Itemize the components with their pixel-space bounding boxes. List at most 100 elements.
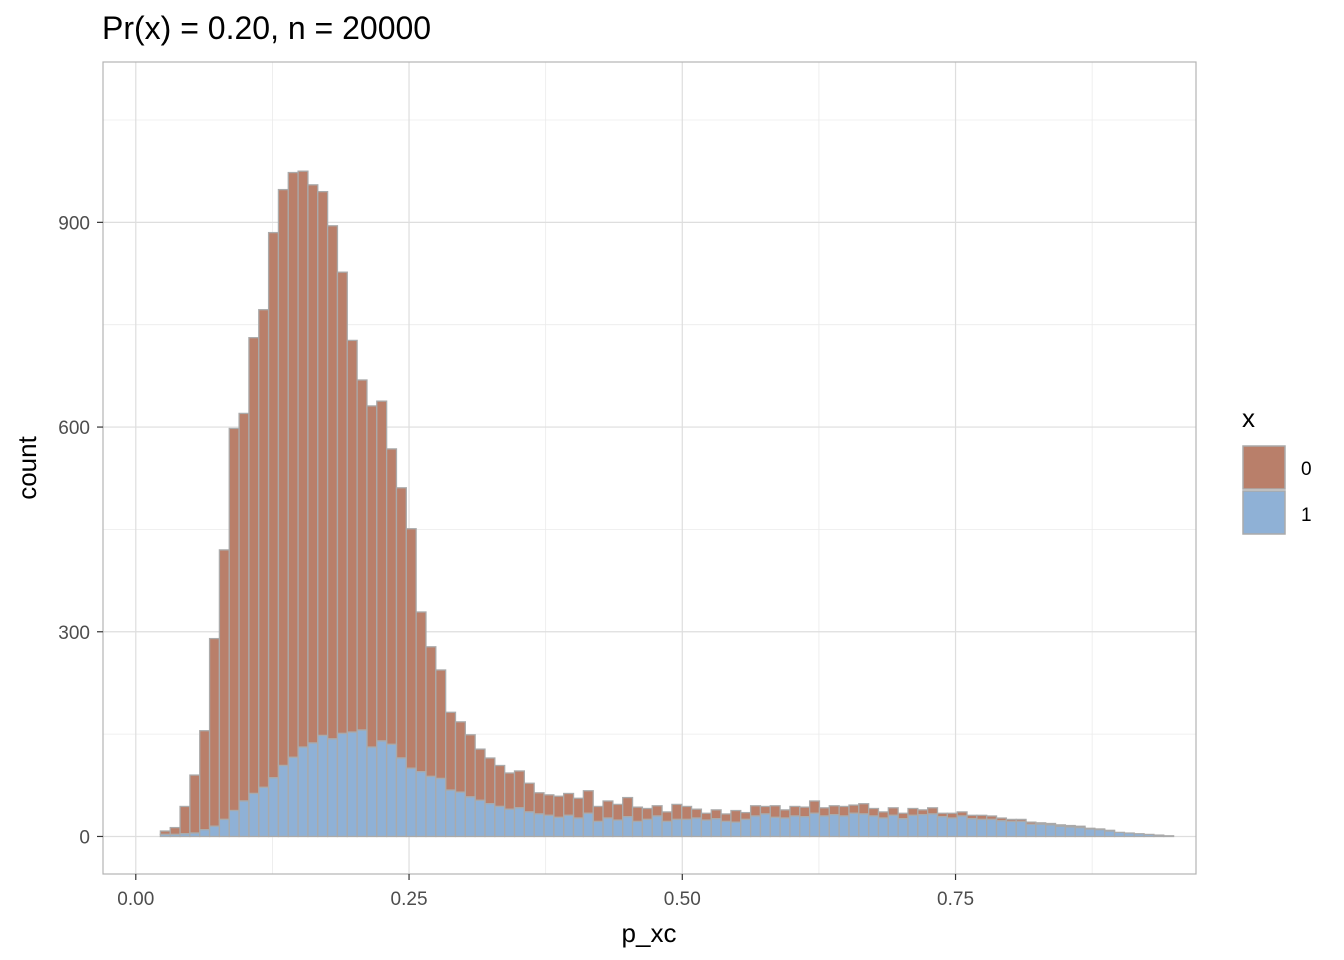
bar-series-1 xyxy=(258,786,270,838)
bar-series-1 xyxy=(730,821,742,838)
bar-series-0 xyxy=(445,711,457,791)
bar-series-0 xyxy=(828,805,840,816)
bar-series-1 xyxy=(494,805,506,838)
bar-series-1 xyxy=(1123,832,1135,838)
plot-border xyxy=(102,61,1197,875)
bar-series-0 xyxy=(464,734,476,798)
bar-series-1 xyxy=(936,816,948,838)
bar-series-0 xyxy=(238,412,250,802)
bar-series-0 xyxy=(297,170,309,748)
bar-series-1 xyxy=(425,775,437,838)
legend: x 0 1 xyxy=(1242,403,1312,535)
bar-series-0 xyxy=(592,805,604,823)
bar-series-0 xyxy=(612,803,624,821)
bar-series-1 xyxy=(858,813,870,838)
bar-series-1 xyxy=(1064,826,1076,838)
bar-series-1 xyxy=(307,742,319,838)
bar-series-0 xyxy=(700,812,712,821)
bar-series-0 xyxy=(710,809,722,820)
bar-series-1 xyxy=(759,813,771,838)
bar-series-1 xyxy=(356,729,368,838)
legend-key-1 xyxy=(1242,490,1286,535)
bar-series-0 xyxy=(366,405,378,748)
bar-series-1 xyxy=(877,817,889,838)
bar-series-1 xyxy=(927,813,939,838)
bar-series-1 xyxy=(622,816,634,838)
bar-series-1 xyxy=(543,814,555,838)
bar-series-0 xyxy=(267,231,280,779)
bar-series-1 xyxy=(917,813,929,838)
bar-series-1 xyxy=(612,819,624,838)
y-tick-label: 900 xyxy=(58,213,90,234)
bar-series-0 xyxy=(631,806,644,823)
bar-series-1 xyxy=(395,757,407,838)
bar-series-1 xyxy=(1015,820,1027,838)
bar-series-1 xyxy=(445,789,457,838)
series-1-bars xyxy=(159,729,1175,838)
bar-series-1 xyxy=(1143,833,1155,838)
bar-series-1 xyxy=(651,815,663,838)
bar-series-1 xyxy=(1035,823,1047,838)
bar-series-1 xyxy=(189,832,201,838)
bar-series-1 xyxy=(1104,830,1116,838)
bar-series-0 xyxy=(258,309,270,788)
bar-series-1 xyxy=(454,791,466,838)
bar-series-0 xyxy=(661,811,673,823)
bar-series-1 xyxy=(218,818,230,838)
bar-series-1 xyxy=(336,732,348,838)
bar-series-0 xyxy=(513,770,526,809)
bar-series-1 xyxy=(277,764,289,838)
bar-series-1 xyxy=(267,777,280,838)
bar-series-1 xyxy=(789,815,801,838)
bar-series-0 xyxy=(376,400,388,742)
bar-series-1 xyxy=(248,792,260,838)
bar-series-1 xyxy=(523,811,535,838)
bar-series-1 xyxy=(159,833,171,838)
bar-series-1 xyxy=(956,815,968,838)
bar-series-0 xyxy=(897,812,909,820)
bar-series-1 xyxy=(720,820,732,838)
bar-series-0 xyxy=(199,730,211,831)
bar-series-0 xyxy=(277,188,289,767)
bar-series-1 xyxy=(710,818,722,838)
bar-series-1 xyxy=(867,815,880,838)
bar-series-0 xyxy=(838,805,850,817)
x-axis-title: p_xc xyxy=(622,918,677,948)
bar-series-0 xyxy=(553,795,565,819)
bar-series-1 xyxy=(385,743,398,838)
bar-series-1 xyxy=(415,770,427,838)
x-axis: 0.00 0.25 0.50 0.75 xyxy=(117,874,974,910)
bar-series-1 xyxy=(602,817,614,838)
bar-series-1 xyxy=(808,812,821,838)
bar-series-0 xyxy=(681,805,693,821)
y-axis: 0 300 600 900 xyxy=(58,213,103,848)
bar-series-0 xyxy=(218,549,230,821)
bar-series-0 xyxy=(759,805,771,815)
bar-series-0 xyxy=(858,803,870,815)
y-tick-label: 300 xyxy=(58,623,90,644)
bar-series-0 xyxy=(799,806,811,818)
bar-series-1 xyxy=(572,817,585,838)
bar-series-0 xyxy=(848,804,860,814)
legend-title: x xyxy=(1242,403,1255,433)
bar-series-0 xyxy=(917,809,929,816)
bar-series-0 xyxy=(356,379,368,731)
bar-series-1 xyxy=(1094,828,1106,838)
bar-series-1 xyxy=(1163,835,1175,838)
bar-series-1 xyxy=(474,799,486,838)
bar-series-1 xyxy=(435,777,447,838)
bar-series-1 xyxy=(1054,825,1067,838)
y-tick-label: 600 xyxy=(58,418,90,439)
y-axis-title: count xyxy=(12,435,42,499)
bar-series-1 xyxy=(297,746,309,838)
bar-series-1 xyxy=(946,817,958,838)
bar-series-0 xyxy=(818,807,830,817)
bar-series-1 xyxy=(317,734,329,838)
bar-series-1 xyxy=(995,820,1008,838)
bar-series-1 xyxy=(179,833,191,838)
bar-series-0 xyxy=(867,807,880,817)
bar-series-0 xyxy=(730,809,742,823)
bar-series-0 xyxy=(533,792,545,815)
bar-series-1 xyxy=(986,818,998,838)
